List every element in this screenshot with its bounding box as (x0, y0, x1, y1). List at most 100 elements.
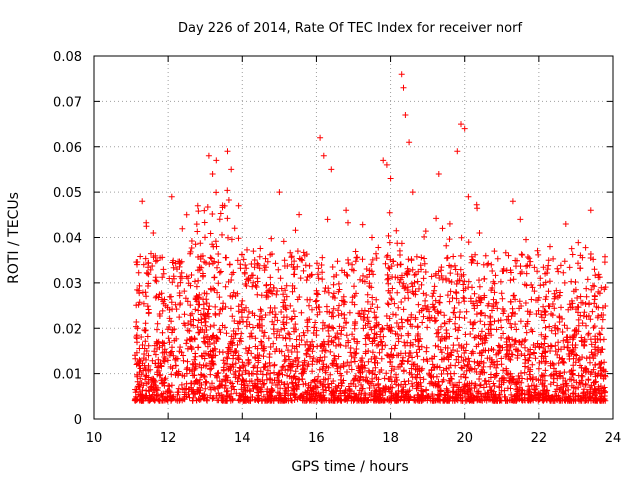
data-point (183, 211, 190, 218)
data-point (254, 389, 261, 396)
data-point (182, 295, 189, 302)
data-point (219, 322, 226, 329)
data-point (542, 367, 549, 374)
data-point (406, 139, 413, 146)
data-point (401, 285, 408, 292)
data-point (272, 348, 278, 355)
data-point (542, 395, 549, 402)
data-point (433, 215, 440, 222)
data-point (532, 355, 539, 362)
data-point (569, 336, 576, 343)
data-point (195, 301, 202, 308)
data-point (192, 350, 199, 357)
data-point (184, 298, 191, 305)
data-point (498, 334, 505, 341)
data-point (434, 382, 441, 389)
data-point (215, 280, 222, 287)
data-point (551, 393, 558, 400)
data-point (524, 318, 531, 325)
data-point (432, 297, 439, 304)
data-point (524, 254, 531, 260)
data-point (517, 216, 524, 223)
data-point (192, 241, 199, 248)
data-point (481, 275, 488, 282)
data-point (521, 352, 528, 359)
data-point (260, 381, 267, 388)
data-point (302, 262, 309, 269)
data-point (271, 369, 277, 376)
data-point (597, 349, 604, 356)
data-point (528, 326, 535, 333)
data-point (564, 339, 571, 345)
data-point (291, 266, 298, 273)
data-point (569, 342, 576, 348)
data-point (328, 337, 335, 344)
data-point (275, 266, 282, 273)
data-point (516, 298, 523, 305)
data-point (589, 394, 596, 401)
data-point (136, 356, 143, 363)
data-point (551, 305, 558, 312)
data-point (361, 307, 368, 314)
data-point (422, 302, 428, 309)
data-point (365, 379, 372, 386)
data-point (538, 314, 545, 321)
data-point (314, 271, 321, 278)
data-point (465, 284, 472, 291)
data-point (262, 360, 269, 367)
data-point (411, 279, 418, 286)
data-point (172, 362, 179, 369)
data-point (359, 385, 366, 392)
data-point (437, 293, 444, 300)
data-point (591, 385, 598, 392)
data-point (359, 256, 366, 263)
data-point (351, 376, 358, 383)
data-point (194, 388, 201, 395)
data-point (332, 383, 339, 390)
data-point (227, 379, 234, 386)
data-point (142, 327, 149, 334)
data-point (324, 216, 331, 223)
data-point (388, 263, 395, 270)
data-point (411, 272, 418, 278)
data-point (347, 349, 354, 356)
y-tick-label: 0 (74, 413, 82, 428)
data-point (345, 383, 352, 390)
data-point (330, 281, 337, 288)
data-point (230, 335, 237, 342)
data-point (357, 313, 364, 320)
data-point (396, 279, 403, 286)
data-point (330, 325, 337, 332)
data-point (142, 255, 149, 262)
data-point (473, 369, 480, 375)
data-point (233, 390, 240, 397)
data-point (261, 397, 268, 404)
data-point (458, 273, 465, 280)
data-point (237, 265, 244, 272)
data-point (281, 325, 288, 332)
data-point (595, 304, 602, 311)
data-point (298, 337, 305, 344)
data-point (280, 314, 287, 321)
data-point (505, 371, 512, 378)
data-point (338, 382, 345, 389)
data-point (209, 211, 216, 217)
data-point (352, 394, 359, 401)
data-point (550, 379, 557, 386)
data-point (449, 388, 456, 395)
data-point (523, 270, 530, 277)
data-point (447, 393, 454, 400)
data-point (229, 396, 236, 403)
data-point (548, 395, 555, 402)
data-point (140, 261, 147, 268)
data-point (417, 262, 424, 269)
data-point (267, 251, 274, 258)
data-point (534, 297, 541, 304)
data-point (437, 337, 444, 344)
data-point (285, 330, 292, 337)
x-axis-label: GPS time / hours (291, 459, 408, 475)
data-point (287, 302, 294, 309)
data-point (203, 300, 210, 307)
data-point (180, 352, 187, 359)
data-point (476, 396, 483, 403)
